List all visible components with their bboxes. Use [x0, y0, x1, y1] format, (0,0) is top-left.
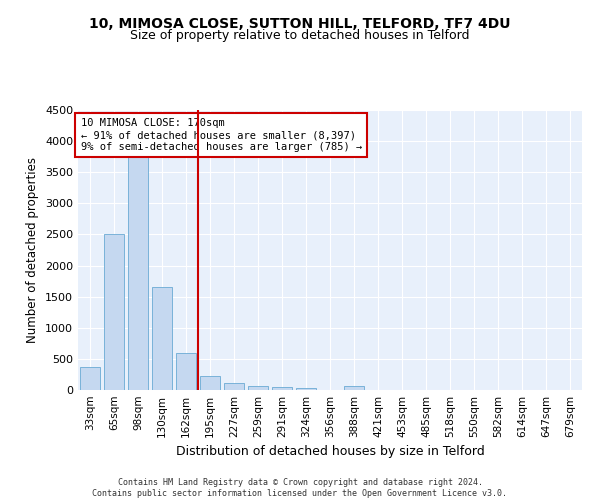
- Bar: [176, 352, 196, 390]
- Bar: [296, 388, 316, 390]
- X-axis label: Distribution of detached houses by size in Telford: Distribution of detached houses by size …: [176, 446, 484, 458]
- Bar: [248, 386, 268, 390]
- Bar: [272, 387, 292, 390]
- Text: Size of property relative to detached houses in Telford: Size of property relative to detached ho…: [130, 29, 470, 42]
- Bar: [200, 376, 220, 390]
- Text: 10, MIMOSA CLOSE, SUTTON HILL, TELFORD, TF7 4DU: 10, MIMOSA CLOSE, SUTTON HILL, TELFORD, …: [89, 18, 511, 32]
- Bar: [224, 383, 244, 390]
- Text: 10 MIMOSA CLOSE: 170sqm
← 91% of detached houses are smaller (8,397)
9% of semi-: 10 MIMOSA CLOSE: 170sqm ← 91% of detache…: [80, 118, 362, 152]
- Y-axis label: Number of detached properties: Number of detached properties: [26, 157, 40, 343]
- Bar: [128, 156, 148, 390]
- Bar: [344, 386, 364, 390]
- Bar: [80, 367, 100, 390]
- Text: Contains HM Land Registry data © Crown copyright and database right 2024.
Contai: Contains HM Land Registry data © Crown c…: [92, 478, 508, 498]
- Bar: [104, 234, 124, 390]
- Bar: [152, 288, 172, 390]
